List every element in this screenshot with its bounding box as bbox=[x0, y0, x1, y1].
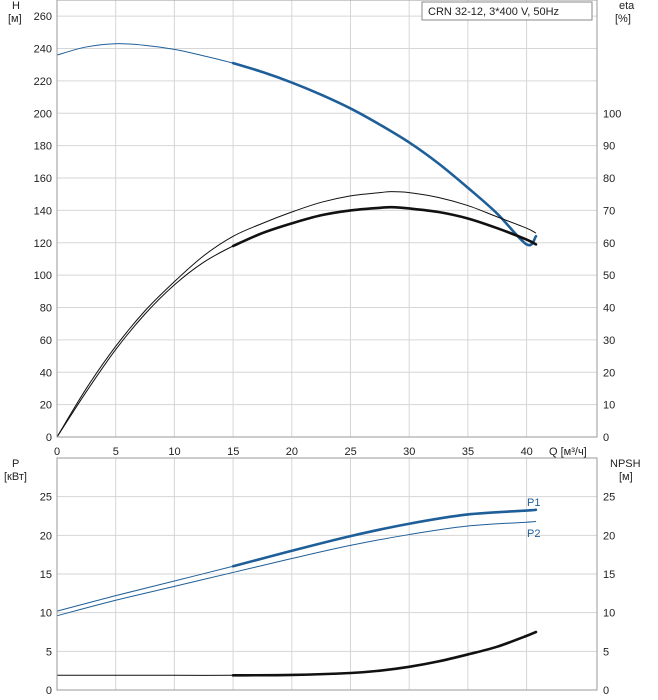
y-tick-label-right: 80 bbox=[603, 173, 615, 185]
x-tick-label: 35 bbox=[462, 446, 474, 458]
grid-layer bbox=[57, 0, 597, 690]
y-tick-label-left: 200 bbox=[34, 108, 52, 120]
y-tick-label-left: 120 bbox=[34, 238, 52, 250]
x-tick-label: 15 bbox=[227, 446, 239, 458]
power-axis-label: P bbox=[12, 458, 19, 470]
curve-line-0-2 bbox=[56, 206, 537, 438]
flow-axis-label: Q [м³/ч] bbox=[549, 446, 587, 458]
curve-line-0-1 bbox=[56, 191, 537, 438]
y-tick-label-right: 0 bbox=[603, 685, 609, 697]
x-tick-label: 40 bbox=[521, 446, 533, 458]
y-tick-label-left: 10 bbox=[40, 608, 52, 620]
x-tick-label: 0 bbox=[54, 446, 60, 458]
plot-frame bbox=[56, 0, 598, 438]
y-tick-label-right: 70 bbox=[603, 205, 615, 217]
eta-axis-unit: [%] bbox=[615, 13, 631, 25]
curve-line-1-2 bbox=[56, 631, 537, 676]
curve-line-1-1 bbox=[56, 520, 537, 617]
curve-operating-0-0 bbox=[231, 61, 538, 247]
p2-curve-label: P2 bbox=[527, 528, 540, 540]
y-tick-label-left: 240 bbox=[34, 44, 52, 56]
curve-layer bbox=[56, 43, 538, 677]
y-tick-label-left: 160 bbox=[34, 173, 52, 185]
y-tick-label-right: 100 bbox=[603, 108, 621, 120]
y-tick-label-left: 20 bbox=[40, 530, 52, 542]
y-tick-label-right: 10 bbox=[603, 400, 615, 412]
tick-labels: 0 5 10 15 20 25 30 35 40020406080100120140160180… bbox=[34, 11, 622, 697]
y-tick-label-left: 0 bbox=[46, 685, 52, 697]
y-tick-label-left: 260 bbox=[34, 11, 52, 23]
x-tick-label: 30 bbox=[403, 446, 415, 458]
curve-operating-1-0 bbox=[231, 508, 538, 568]
curve-operating-1-2 bbox=[231, 630, 538, 677]
y-tick-label-right: 90 bbox=[603, 141, 615, 153]
y-tick-label-right: 20 bbox=[603, 367, 615, 379]
y-tick-label-left: 25 bbox=[40, 492, 52, 504]
y-tick-label-left: 220 bbox=[34, 76, 52, 88]
y-tick-label-left: 5 bbox=[46, 646, 52, 658]
head-axis-unit: [м] bbox=[8, 13, 22, 25]
x-tick-label: 10 bbox=[168, 446, 180, 458]
y-tick-label-left: 20 bbox=[40, 400, 52, 412]
y-tick-label-right: 5 bbox=[603, 646, 609, 658]
p1-curve-label: P1 bbox=[527, 497, 540, 509]
y-tick-label-right: 10 bbox=[603, 608, 615, 620]
y-tick-label-left: 0 bbox=[46, 432, 52, 444]
y-tick-label-right: 60 bbox=[603, 238, 615, 250]
chart-title-box: CRN 32-12, 3*400 V, 50Hz bbox=[421, 1, 593, 21]
x-tick-label: 25 bbox=[344, 446, 356, 458]
y-tick-label-left: 60 bbox=[40, 335, 52, 347]
y-tick-label-left: 180 bbox=[34, 141, 52, 153]
curve-operating-0-2 bbox=[231, 205, 538, 248]
y-tick-label-right: 20 bbox=[603, 530, 615, 542]
chart-title: CRN 32-12, 3*400 V, 50Hz bbox=[428, 6, 559, 18]
y-tick-label-left: 40 bbox=[40, 367, 52, 379]
y-tick-label-right: 40 bbox=[603, 303, 615, 315]
eta-axis-label: eta bbox=[619, 0, 635, 12]
curve-line-1-0 bbox=[56, 509, 537, 612]
y-tick-label-right: 15 bbox=[603, 569, 615, 581]
curve-line-0-0 bbox=[56, 43, 537, 246]
y-tick-label-left: 80 bbox=[40, 303, 52, 315]
x-tick-label: 20 bbox=[286, 446, 298, 458]
plot-frame bbox=[56, 457, 598, 691]
y-tick-label-right: 25 bbox=[603, 492, 615, 504]
x-tick-label: 5 bbox=[113, 446, 119, 458]
npsh-axis-label: NPSH bbox=[610, 458, 641, 470]
y-tick-label-right: 30 bbox=[603, 335, 615, 347]
y-tick-label-left: 15 bbox=[40, 569, 52, 581]
y-tick-label-left: 100 bbox=[34, 270, 52, 282]
head-axis-label: H bbox=[12, 0, 20, 12]
y-tick-label-left: 140 bbox=[34, 205, 52, 217]
frame-layer bbox=[56, 0, 598, 691]
npsh-axis-unit: [м] bbox=[619, 471, 633, 483]
y-tick-label-right: 50 bbox=[603, 270, 615, 282]
power-axis-unit: [кВт] bbox=[4, 471, 27, 483]
y-tick-label-right: 0 bbox=[603, 432, 609, 444]
